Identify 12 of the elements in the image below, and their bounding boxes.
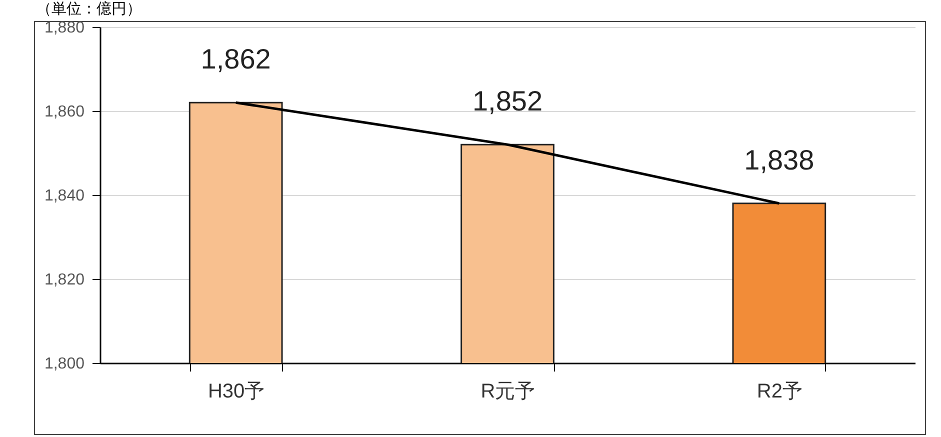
y-tick-label: 1,860: [44, 104, 85, 120]
x-tick-label: R元予: [480, 380, 536, 402]
data-label: 1,862: [200, 44, 271, 75]
data-label: 1,852: [472, 86, 543, 117]
y-tick-label: 1,820: [44, 272, 85, 288]
x-tick-label: H30予: [208, 380, 265, 402]
y-tick-label: 1,880: [44, 20, 85, 36]
y-tick-label: 1,800: [44, 356, 85, 372]
y-axis-title: （単位：億円）: [36, 0, 142, 18]
data-label: 1,838: [744, 144, 814, 176]
x-tick-label: R2予: [756, 380, 802, 402]
y-tick-label: 1,840: [44, 188, 85, 204]
